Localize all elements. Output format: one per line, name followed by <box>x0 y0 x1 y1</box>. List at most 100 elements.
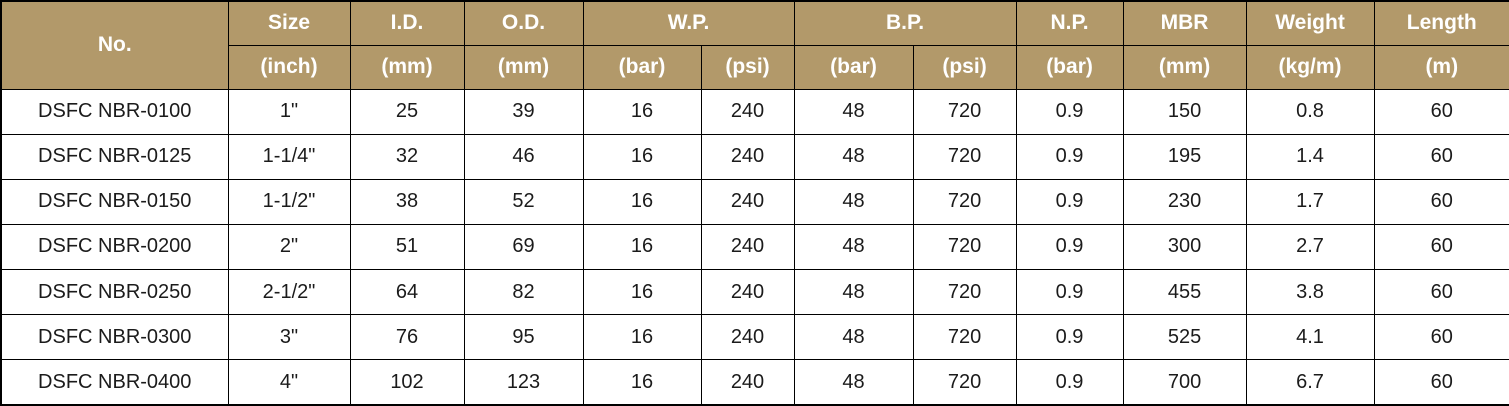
cell-weight: 1.7 <box>1245 178 1375 225</box>
cell-np: 0.9 <box>1015 269 1124 316</box>
cell-length: 60 <box>1373 223 1509 271</box>
cell-bp-bar: 48 <box>793 359 914 406</box>
cell-np: 0.9 <box>1015 178 1124 225</box>
cell-wp-bar: 16 <box>582 223 702 271</box>
cell-size: 1-1/4" <box>227 133 351 180</box>
cell-od: 46 <box>463 133 584 180</box>
cell-od: 39 <box>463 88 584 135</box>
cell-np: 0.9 <box>1015 359 1124 406</box>
cell-length: 60 <box>1373 133 1509 180</box>
unit-wp-psi: (psi) <box>700 44 795 90</box>
header-row-labels: No. Size I.D. O.D. W.P. B.P. N.P. MBR We… <box>0 0 1509 90</box>
cell-wp-psi: 240 <box>700 314 795 361</box>
col-header-mbr: MBR <box>1122 0 1247 46</box>
unit-mbr-mm: (mm) <box>1122 44 1247 90</box>
cell-weight: 0.8 <box>1245 88 1375 135</box>
spec-table-body: DSFC NBR-0100 1" 25 39 16 240 48 720 0.9… <box>0 88 1509 406</box>
cell-no: DSFC NBR-0400 <box>0 359 229 406</box>
cell-bp-bar: 48 <box>793 133 914 180</box>
cell-size: 1-1/2" <box>227 178 351 225</box>
table-row: DSFC NBR-0400 4" 102 123 16 240 48 720 0… <box>0 359 1509 406</box>
cell-size: 2" <box>227 223 351 271</box>
cell-mbr: 150 <box>1122 88 1247 135</box>
col-header-no: No. <box>0 0 229 90</box>
cell-bp-psi: 720 <box>912 314 1017 361</box>
cell-weight: 2.7 <box>1245 223 1375 271</box>
cell-wp-psi: 240 <box>700 359 795 406</box>
cell-no: DSFC NBR-0250 <box>0 269 229 316</box>
cell-length: 60 <box>1373 359 1509 406</box>
unit-bp-psi: (psi) <box>912 44 1017 90</box>
unit-bp-bar: (bar) <box>793 44 914 90</box>
cell-wp-psi: 240 <box>700 133 795 180</box>
cell-bp-psi: 720 <box>912 269 1017 316</box>
col-header-np: N.P. <box>1015 0 1124 46</box>
cell-mbr: 525 <box>1122 314 1247 361</box>
cell-size: 1" <box>227 88 351 135</box>
cell-length: 60 <box>1373 269 1509 316</box>
unit-id-mm: (mm) <box>349 44 465 90</box>
table-row: DSFC NBR-0250 2-1/2" 64 82 16 240 48 720… <box>0 269 1509 316</box>
col-header-od: O.D. <box>463 0 584 46</box>
col-header-size: Size <box>227 0 351 46</box>
table-row: DSFC NBR-0125 1-1/4" 32 46 16 240 48 720… <box>0 133 1509 180</box>
cell-wp-bar: 16 <box>582 269 702 316</box>
cell-bp-psi: 720 <box>912 88 1017 135</box>
cell-mbr: 300 <box>1122 223 1247 271</box>
cell-mbr: 700 <box>1122 359 1247 406</box>
cell-bp-bar: 48 <box>793 269 914 316</box>
cell-bp-psi: 720 <box>912 359 1017 406</box>
table-row: DSFC NBR-0150 1-1/2" 38 52 16 240 48 720… <box>0 178 1509 225</box>
col-header-id: I.D. <box>349 0 465 46</box>
cell-id: 38 <box>349 178 465 225</box>
table-row: DSFC NBR-0100 1" 25 39 16 240 48 720 0.9… <box>0 88 1509 135</box>
table-row: DSFC NBR-0300 3" 76 95 16 240 48 720 0.9… <box>0 314 1509 361</box>
cell-no: DSFC NBR-0100 <box>0 88 229 135</box>
cell-od: 95 <box>463 314 584 361</box>
cell-weight: 6.7 <box>1245 359 1375 406</box>
col-header-wp: W.P. <box>582 0 795 46</box>
cell-od: 123 <box>463 359 584 406</box>
cell-size: 3" <box>227 314 351 361</box>
cell-mbr: 455 <box>1122 269 1247 316</box>
col-header-weight: Weight <box>1245 0 1375 46</box>
cell-np: 0.9 <box>1015 88 1124 135</box>
cell-od: 82 <box>463 269 584 316</box>
cell-size: 4" <box>227 359 351 406</box>
cell-no: DSFC NBR-0200 <box>0 223 229 271</box>
cell-wp-bar: 16 <box>582 133 702 180</box>
cell-wp-psi: 240 <box>700 223 795 271</box>
table-row: DSFC NBR-0200 2" 51 69 16 240 48 720 0.9… <box>0 223 1509 271</box>
unit-size-inch: (inch) <box>227 44 351 90</box>
cell-np: 0.9 <box>1015 223 1124 271</box>
cell-np: 0.9 <box>1015 133 1124 180</box>
unit-od-mm: (mm) <box>463 44 584 90</box>
unit-length-m: (m) <box>1373 44 1509 90</box>
cell-weight: 4.1 <box>1245 314 1375 361</box>
cell-id: 51 <box>349 223 465 271</box>
cell-size: 2-1/2" <box>227 269 351 316</box>
table-header: No. Size I.D. O.D. W.P. B.P. N.P. MBR We… <box>0 0 1509 90</box>
cell-length: 60 <box>1373 178 1509 225</box>
cell-np: 0.9 <box>1015 314 1124 361</box>
cell-length: 60 <box>1373 88 1509 135</box>
cell-wp-bar: 16 <box>582 359 702 406</box>
cell-od: 69 <box>463 223 584 271</box>
unit-wp-bar: (bar) <box>582 44 702 90</box>
unit-np-bar: (bar) <box>1015 44 1124 90</box>
cell-mbr: 230 <box>1122 178 1247 225</box>
cell-wp-bar: 16 <box>582 178 702 225</box>
cell-id: 64 <box>349 269 465 316</box>
header-row-units: (inch) (mm) (mm) (bar) (psi) (bar) (psi)… <box>1 44 1509 90</box>
cell-length: 60 <box>1373 314 1509 361</box>
cell-bp-bar: 48 <box>793 88 914 135</box>
col-header-length: Length <box>1373 0 1509 46</box>
cell-bp-psi: 720 <box>912 178 1017 225</box>
cell-id: 76 <box>349 314 465 361</box>
cell-mbr: 195 <box>1122 133 1247 180</box>
col-header-bp: B.P. <box>793 0 1017 46</box>
cell-no: DSFC NBR-0150 <box>0 178 229 225</box>
cell-id: 102 <box>349 359 465 406</box>
cell-weight: 3.8 <box>1245 269 1375 316</box>
